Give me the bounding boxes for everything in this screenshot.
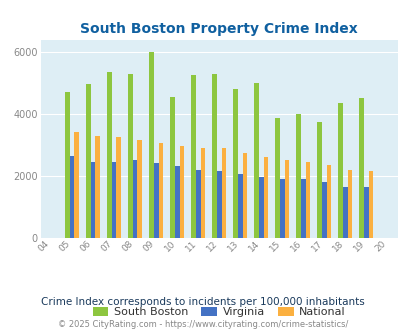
Text: © 2025 CityRating.com - https://www.cityrating.com/crime-statistics/: © 2025 CityRating.com - https://www.city…: [58, 319, 347, 329]
Bar: [317, 121, 321, 238]
Bar: [191, 75, 196, 238]
Bar: [358, 98, 363, 238]
Bar: [300, 179, 305, 238]
Text: Crime Index corresponds to incidents per 100,000 inhabitants: Crime Index corresponds to incidents per…: [41, 297, 364, 307]
Bar: [342, 186, 347, 238]
Bar: [233, 89, 237, 238]
Bar: [200, 148, 205, 238]
Bar: [132, 160, 137, 238]
Bar: [326, 165, 330, 238]
Bar: [254, 83, 258, 238]
Bar: [153, 163, 158, 238]
Bar: [237, 174, 242, 238]
Bar: [221, 148, 226, 238]
Bar: [95, 136, 100, 238]
Bar: [368, 171, 372, 238]
Bar: [74, 132, 79, 238]
Bar: [128, 74, 132, 238]
Bar: [116, 137, 121, 238]
Bar: [275, 118, 279, 238]
Bar: [279, 179, 284, 238]
Bar: [86, 84, 91, 238]
Bar: [321, 182, 326, 238]
Bar: [107, 72, 111, 238]
Bar: [296, 114, 300, 238]
Bar: [242, 152, 247, 238]
Bar: [196, 170, 200, 238]
Bar: [149, 52, 153, 238]
Bar: [263, 157, 268, 238]
Bar: [170, 97, 175, 238]
Bar: [179, 146, 184, 238]
Bar: [70, 156, 74, 238]
Title: South Boston Property Crime Index: South Boston Property Crime Index: [80, 22, 357, 36]
Bar: [258, 177, 263, 238]
Bar: [158, 143, 163, 238]
Legend: South Boston, Virginia, National: South Boston, Virginia, National: [88, 303, 350, 322]
Bar: [347, 170, 352, 238]
Bar: [111, 162, 116, 238]
Bar: [65, 92, 70, 238]
Bar: [216, 171, 221, 238]
Bar: [363, 186, 368, 238]
Bar: [91, 162, 95, 238]
Bar: [137, 140, 142, 238]
Bar: [212, 74, 216, 238]
Bar: [175, 166, 179, 238]
Bar: [305, 162, 309, 238]
Bar: [338, 103, 342, 238]
Bar: [284, 160, 288, 238]
